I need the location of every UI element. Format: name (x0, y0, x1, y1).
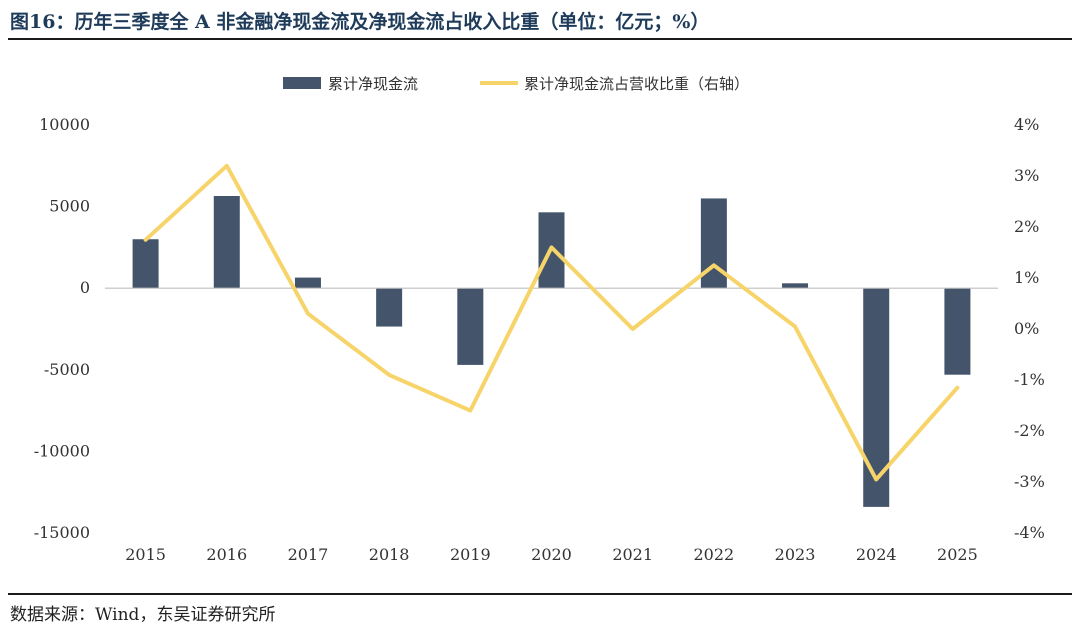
x-axis-tick-label: 2024 (856, 545, 897, 564)
right-axis-tick-label: 0% (1014, 319, 1039, 338)
x-axis: 2015 2016 2017 2018 2019 2020 2021 2022 2023 2024… (105, 287, 998, 564)
bar-2017 (294, 277, 321, 289)
left-axis-tick-label: 5000 (49, 197, 90, 216)
x-axis-tick-label: 2015 (125, 545, 166, 564)
left-axis-tick-label: 10000 (39, 115, 90, 134)
figure-source: 数据来源：Wind，东吴证券研究所 (10, 605, 276, 625)
x-axis-tick-label: 2016 (206, 545, 247, 564)
bar-2015 (132, 239, 159, 289)
left-axis: 10000 5000 0 -5000 -10000 -15000 (34, 115, 90, 542)
line-ratio-to-revenue (143, 163, 960, 482)
cashflow-chart: 累计净现金流 累计净现金流占营收比重（右轴） 10000 5000 0 -5000 -10… (34, 75, 1045, 564)
right-axis-tick-label: -1% (1014, 370, 1045, 389)
bar-2016 (213, 195, 240, 289)
bar-2023 (782, 283, 809, 289)
right-axis-tick-label: -2% (1014, 421, 1045, 440)
x-axis-tick-label: 2017 (288, 545, 329, 564)
right-axis-tick-label: 1% (1014, 268, 1039, 287)
legend-label-line: 累计净现金流占营收比重（右轴） (524, 75, 749, 93)
x-axis-tick-label: 2025 (937, 545, 978, 564)
bar-2019 (457, 288, 484, 365)
legend-label-bar: 累计净现金流 (328, 75, 418, 93)
line-series (143, 163, 960, 482)
right-axis-tick-label: 3% (1014, 166, 1039, 185)
x-axis-tick-label: 2019 (450, 545, 491, 564)
left-axis-tick-label: 0 (80, 278, 90, 297)
left-axis-tick-label: -10000 (34, 441, 90, 460)
left-axis-tick-label: -15000 (34, 523, 90, 542)
right-axis-tick-label: 4% (1014, 115, 1039, 134)
legend-swatch-bar (283, 77, 321, 89)
chart-legend: 累计净现金流 累计净现金流占营收比重（右轴） (283, 75, 749, 93)
right-axis: 4% 3% 2% 1% 0% -1% -2% -3% -4% (1014, 115, 1045, 542)
bar-2018 (376, 288, 403, 327)
bar-2024 (863, 288, 890, 507)
figure-title: 图16：历年三季度全 A 非金融净现金流及净现金流占收入比重（单位：亿元；%） (10, 11, 710, 33)
bar-2025 (944, 288, 971, 375)
x-axis-tick-label: 2023 (775, 545, 816, 564)
figure-footer-rule (8, 593, 1072, 595)
right-axis-tick-label: -4% (1014, 523, 1045, 542)
right-axis-tick-label: 2% (1014, 217, 1039, 236)
bar-series (132, 195, 971, 507)
right-axis-tick-label: -3% (1014, 472, 1045, 491)
x-axis-tick-label: 2022 (694, 545, 735, 564)
figure-header: 图16：历年三季度全 A 非金融净现金流及净现金流占收入比重（单位：亿元；%） (8, 0, 1072, 40)
x-axis-tick-label: 2020 (531, 545, 572, 564)
x-axis-tick-label: 2021 (612, 545, 653, 564)
x-axis-tick-label: 2018 (369, 545, 410, 564)
left-axis-tick-label: -5000 (44, 360, 90, 379)
